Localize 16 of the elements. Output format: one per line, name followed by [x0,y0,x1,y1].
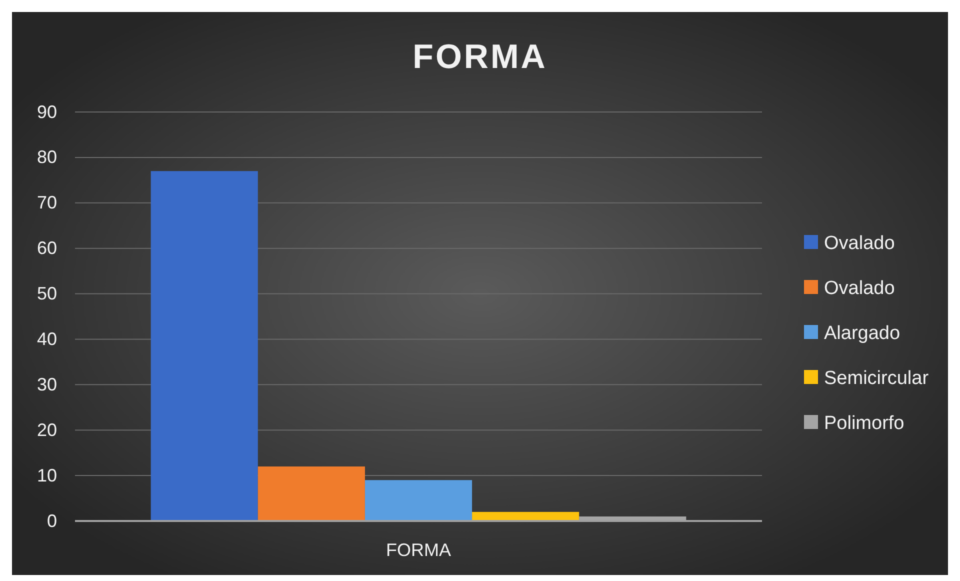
y-tick-label: 10 [36,465,57,486]
chart-title: FORMA [412,38,548,76]
y-tick-label: 80 [36,147,57,168]
legend-label: Semicircular [824,368,930,389]
legend-label: Alargado [824,323,900,344]
y-tick-label: 40 [36,328,57,349]
y-tick-label: 70 [36,192,57,213]
legend-label: Ovalado [824,233,895,254]
y-tick-label: 90 [36,102,57,122]
y-tick-label: 0 [46,510,57,531]
y-tick-label: 50 [36,284,57,304]
legend-label: Ovalado [824,278,895,299]
y-tick-label: 60 [36,238,57,258]
y-tick-label: 30 [36,374,57,394]
legend-label: Polimorfo [824,413,904,434]
y-tick-label: 20 [36,420,57,440]
